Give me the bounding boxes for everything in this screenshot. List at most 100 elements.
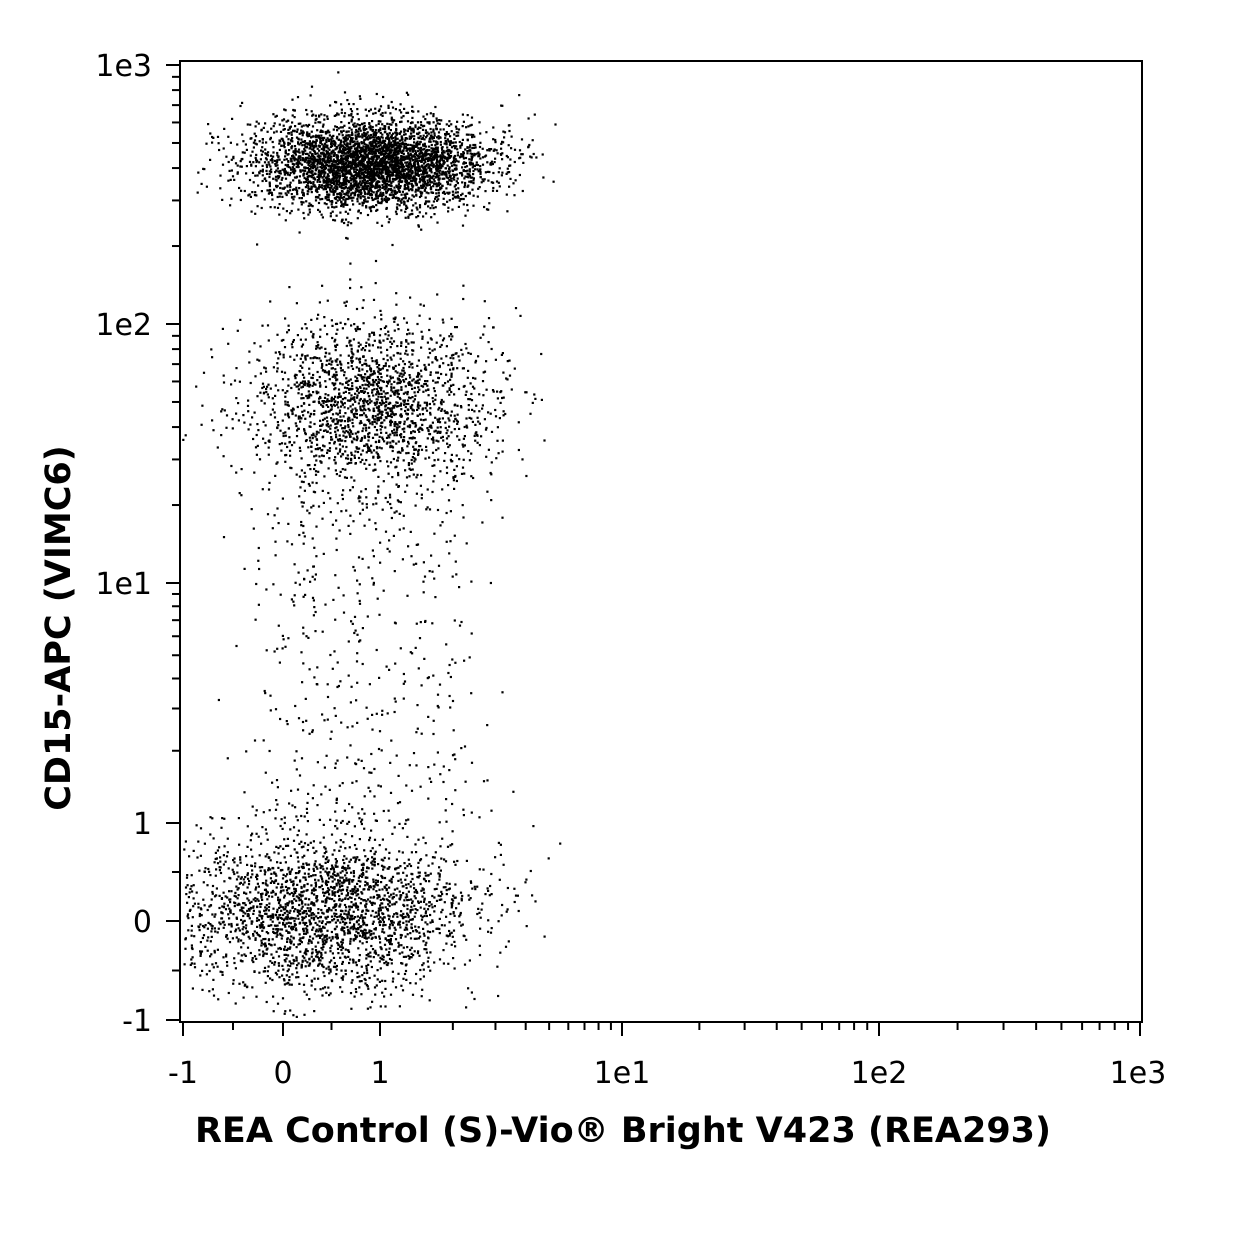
event-point: [254, 142, 257, 145]
event-point: [390, 137, 394, 140]
event-point: [434, 144, 437, 147]
event-point: [350, 137, 353, 140]
event-point: [443, 190, 446, 193]
event-point: [448, 124, 451, 127]
event-point: [449, 151, 452, 155]
event-point: [381, 136, 384, 139]
event-point: [388, 183, 391, 186]
event-point: [388, 178, 391, 181]
event-point: [416, 150, 419, 153]
event-point: [410, 157, 413, 160]
event-point: [388, 218, 391, 221]
event-point: [335, 436, 338, 439]
event-point: [342, 489, 345, 492]
event-point: [468, 149, 471, 152]
event-point: [367, 134, 370, 137]
event-point: [392, 194, 395, 197]
event-point: [552, 180, 555, 183]
event-point: [260, 129, 263, 132]
event-point: [284, 391, 287, 394]
event-point: [364, 145, 367, 148]
event-point: [374, 415, 377, 418]
event-point: [324, 355, 327, 358]
event-point: [377, 163, 380, 166]
event-point: [415, 173, 418, 177]
event-point: [371, 423, 374, 426]
event-point: [371, 128, 374, 132]
event-point: [452, 479, 455, 482]
event-point: [428, 149, 431, 152]
event-point: [274, 171, 277, 174]
event-point: [286, 173, 289, 176]
event-point: [341, 162, 344, 166]
event-point: [291, 121, 294, 124]
event-point: [432, 163, 435, 166]
event-point: [426, 380, 429, 383]
event-point: [291, 140, 294, 143]
event-point: [393, 386, 396, 389]
event-point: [366, 131, 369, 134]
event-point: [391, 189, 394, 192]
event-point: [397, 185, 400, 188]
event-point: [435, 161, 438, 164]
event-point: [312, 135, 315, 138]
event-point: [256, 174, 259, 177]
event-point: [387, 187, 390, 191]
event-point: [278, 158, 281, 161]
event-point: [310, 153, 313, 157]
event-point: [326, 175, 329, 178]
event-point: [433, 348, 436, 351]
event-point: [362, 145, 365, 148]
event-point: [461, 353, 464, 356]
event-point: [359, 174, 362, 177]
event-point: [304, 142, 307, 145]
event-point: [385, 171, 388, 175]
event-point: [377, 454, 380, 457]
event-point: [329, 181, 332, 184]
event-point: [282, 187, 285, 190]
event-point: [325, 190, 329, 193]
event-point: [302, 480, 305, 484]
event-point: [497, 171, 500, 174]
event-point: [318, 144, 321, 147]
event-point: [408, 213, 411, 216]
event-point: [351, 154, 354, 157]
event-point: [377, 122, 380, 125]
event-point: [386, 173, 389, 176]
event-point: [447, 445, 450, 449]
event-point: [320, 172, 323, 175]
event-point: [323, 164, 326, 167]
event-point: [441, 153, 444, 156]
event-point: [403, 158, 406, 161]
event-point: [240, 189, 243, 192]
event-point: [452, 383, 455, 386]
event-point: [436, 221, 439, 224]
event-point: [417, 224, 420, 227]
event-point: [326, 198, 329, 201]
event-point: [431, 159, 434, 162]
event-point: [331, 177, 334, 181]
event-point: [310, 165, 313, 168]
event-point: [350, 324, 353, 327]
event-point: [282, 139, 285, 142]
event-point: [430, 169, 433, 172]
event-point: [401, 159, 404, 162]
event-point: [356, 217, 359, 220]
event-point: [413, 391, 416, 394]
event-point: [332, 179, 335, 182]
event-point: [359, 189, 362, 192]
event-point: [445, 187, 448, 190]
event-point: [426, 149, 429, 152]
event-point: [411, 176, 414, 179]
event-point: [479, 172, 482, 175]
event-point: [325, 184, 328, 187]
event-point: [349, 171, 352, 174]
event-point: [404, 174, 407, 177]
event-point: [395, 173, 398, 176]
event-point: [304, 167, 307, 170]
event-point: [400, 180, 403, 184]
event-point: [412, 128, 415, 131]
event-point: [341, 181, 345, 185]
event-point: [448, 172, 451, 175]
event-point: [344, 146, 347, 149]
